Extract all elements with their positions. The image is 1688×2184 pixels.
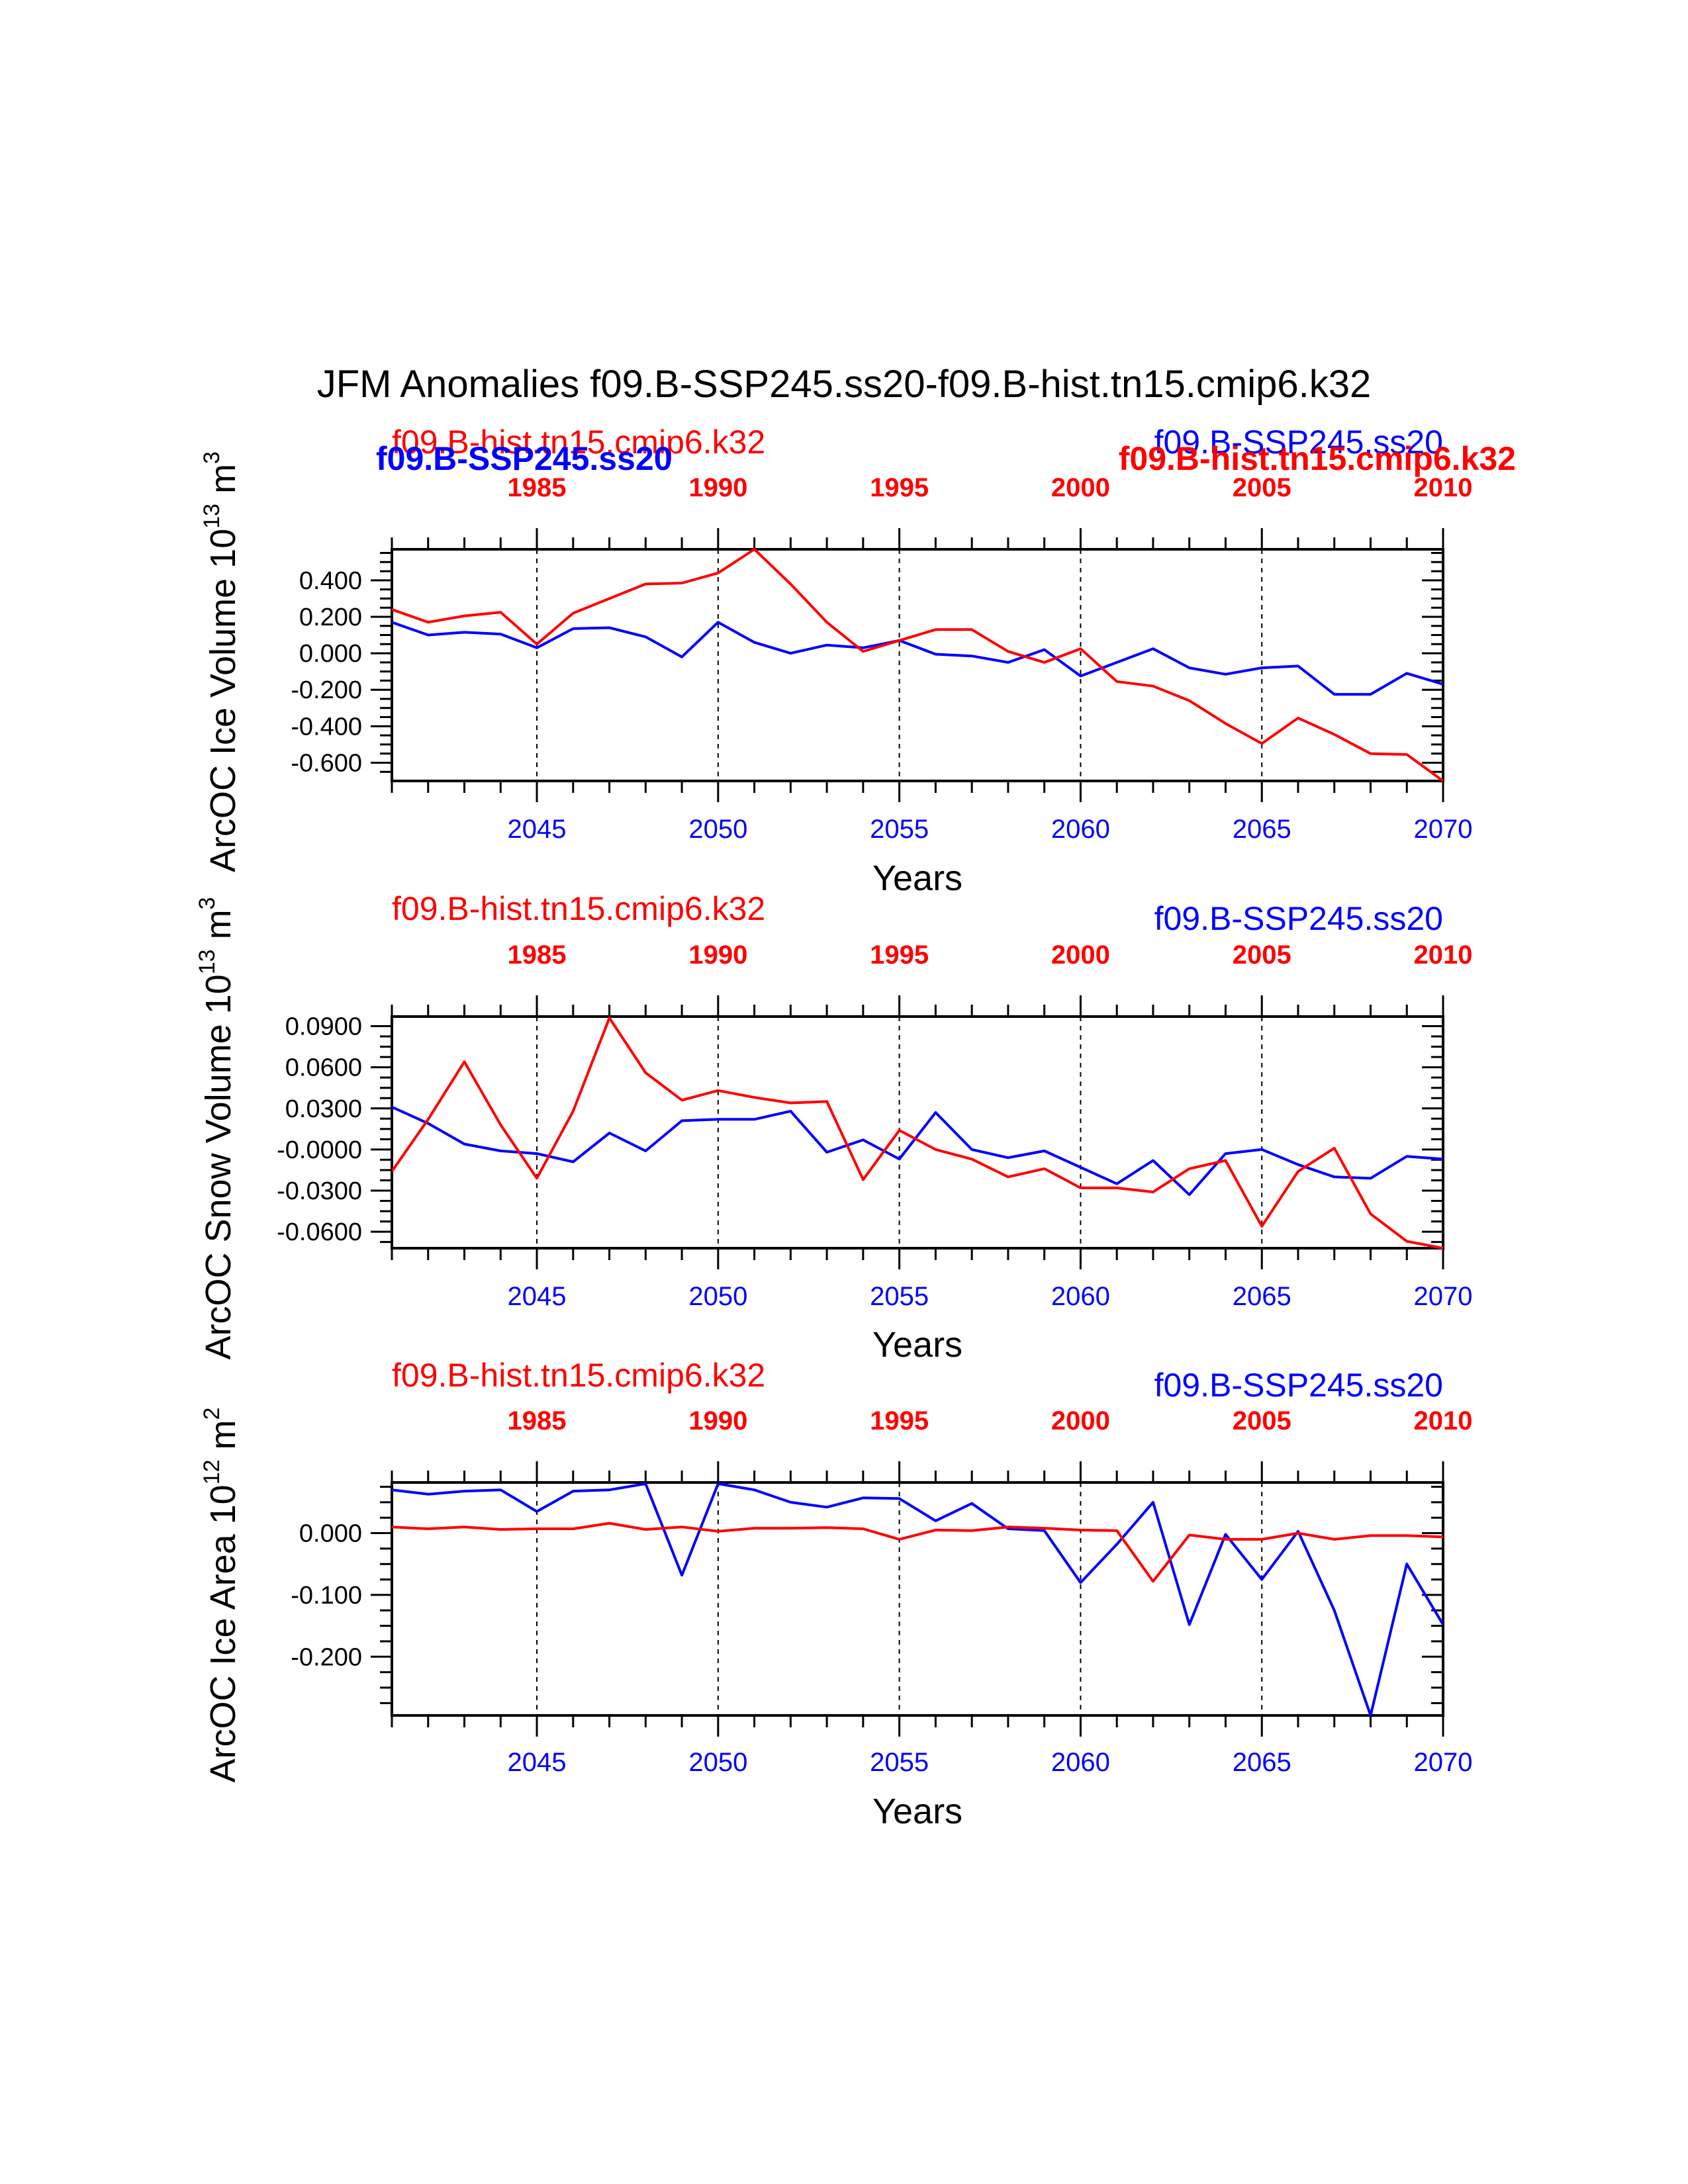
plot-frame <box>391 1481 1444 1717</box>
y-tick-label: 0.200 <box>299 604 362 631</box>
y-axis-title: ArcOC Ice Volume 1013 m3 <box>199 451 243 872</box>
bottom-tick-label: 2045 <box>508 815 567 844</box>
bottom-tick-label: 2050 <box>688 1748 747 1777</box>
plot-frame <box>391 548 1444 782</box>
bottom-tick-label: 2055 <box>870 815 929 844</box>
y-tick-label: 0.0300 <box>285 1095 362 1123</box>
top-tick-label: 2005 <box>1233 940 1291 970</box>
top-tick-label: 1995 <box>870 1406 929 1435</box>
top-tick-label: 2010 <box>1414 473 1473 502</box>
series-header-label: f09.B-SSP245.ss20 <box>376 440 673 477</box>
series-header-label: f09.B-SSP245.ss20 <box>1154 1367 1443 1404</box>
top-tick-label: 1990 <box>688 473 747 502</box>
y-tick-label: -0.400 <box>291 713 362 741</box>
y-axis-title-unit-exponent: 2 <box>199 1408 224 1420</box>
bottom-tick-label: 2060 <box>1051 815 1110 844</box>
top-tick-label: 1985 <box>508 1406 567 1435</box>
chart-panel-2: f09.B-hist.tn15.cmip6.k32 f09.B-SSP245.ss… <box>195 890 1472 1365</box>
top-tick-label: 2000 <box>1051 473 1110 502</box>
y-tick-label: 0.400 <box>299 567 362 595</box>
figure-title: JFM Anomalies f09.B-SSP245.ss20-f09.B-hi… <box>317 363 1372 406</box>
series-header-label: f09.B-SSP245.ss20 <box>1154 424 1443 461</box>
y-axis-title-text: ArcOC Ice Volume 10 <box>203 529 243 872</box>
y-tick-label: -0.0600 <box>277 1218 362 1246</box>
y-tick-label: 0.000 <box>299 1520 362 1548</box>
series-line-ssp <box>392 1482 1443 1717</box>
y-tick-label: -0.0000 <box>277 1136 362 1164</box>
series-line-ssp <box>392 621 1443 696</box>
top-tick-label: 1985 <box>508 940 567 970</box>
x-axis-title: Years <box>872 1792 962 1831</box>
y-tick-label: -0.200 <box>291 676 362 704</box>
y-axis-title-exponent: 13 <box>195 949 220 974</box>
series-line-hist <box>392 548 1443 782</box>
series-header-label: f09.B-SSP245.ss20 <box>1154 900 1443 937</box>
top-tick-label: 2000 <box>1051 1406 1110 1435</box>
series-line-ssp <box>392 1105 1443 1197</box>
y-axis-title-exponent: 12 <box>199 1459 224 1484</box>
y-tick-label: -0.600 <box>291 749 362 777</box>
top-tick-label: 1995 <box>870 473 929 502</box>
series-line-hist <box>392 1017 1443 1250</box>
top-tick-label: 1995 <box>870 940 929 970</box>
bottom-tick-label: 2070 <box>1414 1748 1473 1777</box>
x-axis-title: Years <box>872 1325 962 1365</box>
bottom-tick-label: 2065 <box>1233 1748 1291 1777</box>
bottom-tick-label: 2070 <box>1414 1282 1473 1311</box>
y-tick-label: -0.0300 <box>277 1177 362 1205</box>
bottom-tick-label: 2045 <box>508 1282 567 1311</box>
top-tick-label: 1985 <box>508 473 567 502</box>
y-tick-label: 0.000 <box>299 640 362 668</box>
series-header-label: f09.B-hist.tn15.cmip6.k32 <box>392 424 765 461</box>
bottom-tick-label: 2060 <box>1051 1282 1110 1311</box>
y-tick-label: 0.0900 <box>285 1013 362 1040</box>
top-tick-label: 2010 <box>1414 1406 1473 1435</box>
top-tick-label: 1990 <box>688 1406 747 1435</box>
bottom-tick-label: 2055 <box>870 1282 929 1311</box>
bottom-tick-label: 2045 <box>508 1748 567 1777</box>
top-tick-label: 2000 <box>1051 940 1110 970</box>
series-header-label: f09.B-hist.tn15.cmip6.k32 <box>392 1357 765 1394</box>
top-tick-label: 1990 <box>688 940 747 970</box>
x-axis-title: Years <box>872 858 962 898</box>
y-axis-title-text: ArcOC Ice Area 10 <box>203 1484 243 1782</box>
bottom-tick-label: 2070 <box>1414 815 1473 844</box>
bottom-tick-label: 2065 <box>1233 815 1291 844</box>
top-tick-label: 2010 <box>1414 940 1473 970</box>
y-tick-label: -0.200 <box>291 1643 362 1671</box>
series-header-label: f09.B-hist.tn15.cmip6.k32 <box>392 890 765 927</box>
y-axis-title-unit: m <box>203 1420 243 1459</box>
y-axis-title-unit: m <box>203 464 243 504</box>
series-line-hist <box>392 1522 1443 1583</box>
y-axis-title-unit-exponent: 3 <box>195 897 220 909</box>
y-axis-title: ArcOC Snow Volume 1013 m3 <box>195 897 238 1359</box>
y-axis-title: ArcOC Ice Area 1012 m2 <box>199 1408 243 1783</box>
chart-panel-1: f09.B-hist.tn15.cmip6.k32f09.B-SSP245.ss… <box>199 424 1516 898</box>
plot-frame <box>391 1015 1444 1250</box>
bottom-tick-label: 2065 <box>1233 1282 1291 1311</box>
bottom-tick-label: 2055 <box>870 1748 929 1777</box>
y-axis-title-unit: m <box>199 909 238 949</box>
bottom-tick-label: 2060 <box>1051 1748 1110 1777</box>
top-tick-label: 2005 <box>1233 473 1291 502</box>
bottom-tick-label: 2050 <box>688 1282 747 1311</box>
bottom-tick-label: 2050 <box>688 815 747 844</box>
y-axis-title-exponent: 13 <box>199 504 224 529</box>
series-header-label: f09.B-hist.tn15.cmip6.k32 <box>1119 440 1516 477</box>
y-axis-title-unit-exponent: 3 <box>199 451 224 464</box>
y-tick-label: 0.0600 <box>285 1054 362 1082</box>
chart-panel-3: f09.B-hist.tn15.cmip6.k32 f09.B-SSP245.ss… <box>199 1357 1472 1831</box>
top-tick-label: 2005 <box>1233 1406 1291 1435</box>
y-axis-title-text: ArcOC Snow Volume 10 <box>199 974 238 1359</box>
y-tick-label: -0.100 <box>291 1582 362 1610</box>
